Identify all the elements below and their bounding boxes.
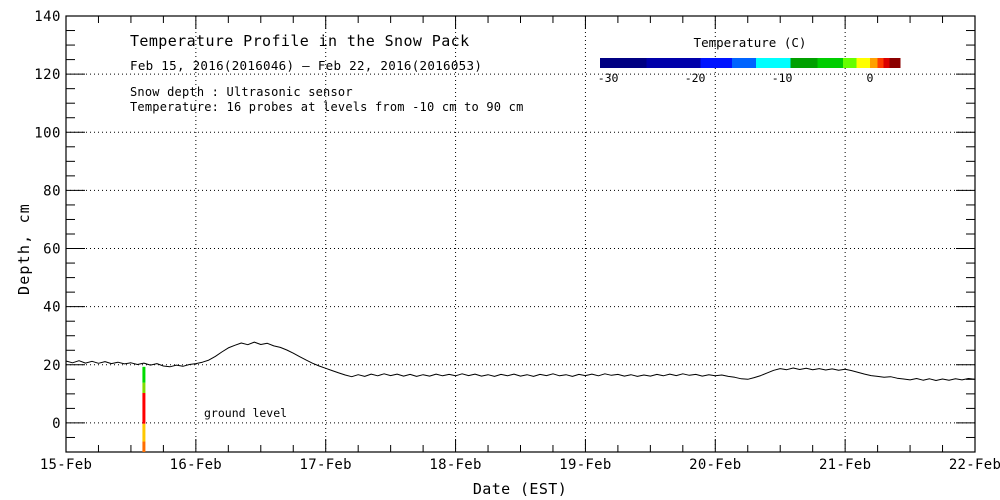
ground-level-label: ground level [204,406,288,420]
x-axis-title: Date (EST) [472,480,568,498]
x-tick-label: 15-Feb [40,457,92,473]
colorbar-tick-label: -30 [598,71,619,85]
axis-ticks [65,15,976,452]
y-tick-labels: 0 20 40 60 80 100 120 140 [34,9,61,432]
x-tick-label: 21-Feb [819,457,871,473]
chart-title: Temperature Profile in the Snow Pack [130,32,470,50]
y-tick-label: 120 [34,67,61,83]
colorbar: -30 -20 -10 0 [598,58,901,85]
x-tick-label: 22-Feb [949,457,1000,473]
colorbar-tick-label: -10 [772,71,793,85]
colorbar-segment [756,58,791,68]
x-tick-label: 16-Feb [170,457,222,473]
colorbar-segment [700,58,733,68]
x-tick-labels: 15-Feb 16-Feb 17-Feb 18-Feb 19-Feb 20-Feb 21-F… [40,457,1000,473]
colorbar-segment [600,58,647,68]
colorbar-segment [877,58,884,68]
x-tick-label: 19-Feb [559,457,611,473]
y-tick-label: 40 [43,300,61,316]
colorbar-segment [870,58,878,68]
colorbar-title: Temperature (C) [693,35,807,50]
colorbar-tick-label: 0 [867,71,874,85]
snow-depth-line [65,341,976,381]
colorbar-segment [790,58,818,68]
colorbar-segment [883,58,890,68]
chart-date-range: Feb 15, 2016(2016046) — Feb 22, 2016(201… [130,58,483,73]
colorbar-segment [732,58,757,68]
y-tick-label: 100 [34,125,61,141]
colorbar-segment [817,58,844,68]
x-tick-label: 20-Feb [689,457,741,473]
colorbar-segment [843,58,857,68]
y-tick-label: 60 [43,242,61,258]
grid-lines [66,16,975,452]
colorbar-segment [856,58,871,68]
y-tick-label: 0 [52,416,61,432]
y-axis-title: Depth, cm [15,202,33,296]
plot-frame [65,15,976,453]
y-tick-label: 80 [43,183,61,199]
colorbar-tick-label: -20 [685,71,706,85]
y-tick-label: 140 [34,9,61,25]
x-tick-label: 18-Feb [429,457,481,473]
y-tick-label: 20 [43,358,61,374]
x-tick-label: 17-Feb [300,457,352,473]
snow-depth-info: Snow depth : Ultrasonic sensor [130,85,353,99]
colorbar-segment [889,58,901,68]
temperature-info: Temperature: 16 probes at levels from -1… [130,100,524,114]
colorbar-segment [646,58,701,68]
